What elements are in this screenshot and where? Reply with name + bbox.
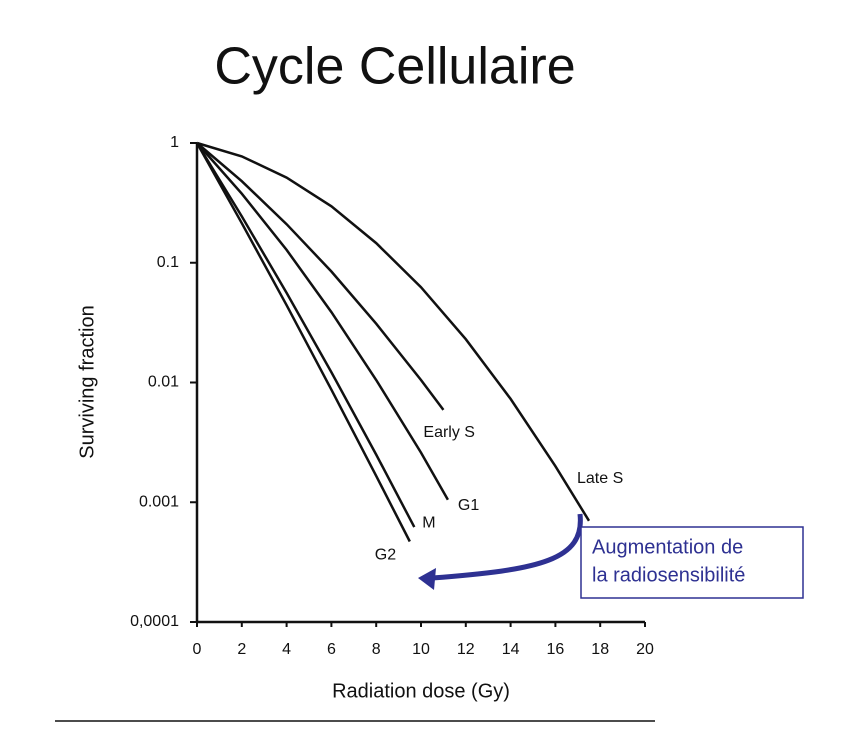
annotation-text: la radiosensibilité [592,564,745,586]
y-axis-label: Surviving fraction [76,305,98,458]
y-tick-label: 0,0001 [130,613,179,630]
y-tick-label: 0.01 [148,374,179,391]
x-tick-label: 0 [193,641,202,658]
series-label: M [422,514,435,531]
x-tick-label: 12 [457,641,475,658]
y-tick-label: 0.001 [139,493,179,510]
chart-title: Cycle Cellulaire [214,38,575,96]
series-line [195,142,416,528]
annotation-arrowhead [418,568,436,590]
x-tick-label: 2 [237,641,246,658]
series-line [195,142,411,543]
x-tick-label: 6 [327,641,336,658]
series-label: Late S [577,470,623,487]
x-axis-label: Radiation dose (Gy) [332,680,510,702]
series-line [196,141,591,522]
annotation-text: Augmentation de [592,536,743,558]
series-label: G1 [458,497,479,514]
y-tick-label: 0.1 [157,254,179,271]
x-tick-label: 20 [636,641,654,658]
x-tick-label: 14 [502,641,520,658]
annotation-arrow [431,513,583,581]
series-label: Early S [423,424,475,441]
x-tick-label: 4 [282,641,291,658]
series-line [196,142,449,501]
series-line [196,142,445,411]
x-tick-label: 10 [412,641,430,658]
x-tick-label: 18 [591,641,609,658]
y-tick-label: 1 [170,134,179,151]
x-tick-label: 16 [547,641,565,658]
annotation-box [580,526,804,599]
x-tick-label: 8 [372,641,381,658]
series-label: G2 [375,547,396,564]
